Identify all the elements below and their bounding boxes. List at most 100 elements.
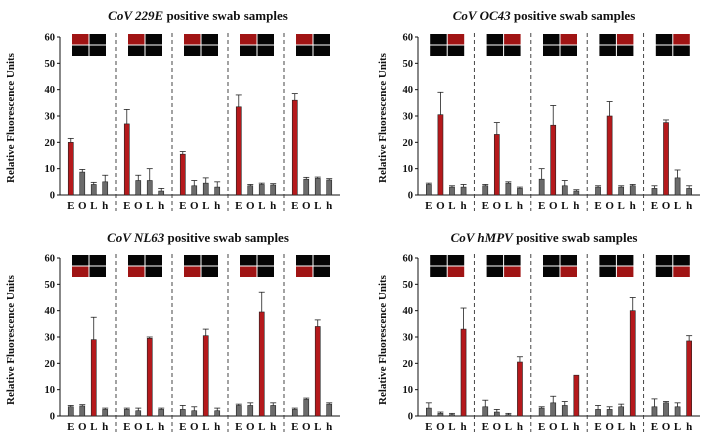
bar-control: [449, 186, 455, 196]
x-category-label: h: [102, 200, 108, 212]
inset-tile: [296, 45, 313, 56]
inset-tile: [543, 45, 560, 56]
x-category-label: h: [158, 200, 164, 212]
y-tick-label: 60: [403, 33, 414, 44]
bar-positive: [663, 122, 669, 196]
x-category-label: O: [662, 200, 671, 212]
panel-nl63: CoV NL63 positive swab samples Relative …: [5, 230, 340, 433]
bar-control: [505, 414, 512, 417]
x-category-label: E: [179, 421, 186, 433]
x-category-label: E: [482, 421, 489, 433]
bar-control: [67, 406, 74, 417]
y-tick-label: 60: [45, 254, 56, 265]
x-category-label: O: [78, 200, 87, 212]
inset-tile: [145, 34, 162, 45]
bar-control: [629, 185, 636, 196]
x-category-label: h: [517, 200, 523, 212]
bar-control: [674, 177, 681, 196]
bar-control: [214, 410, 221, 417]
bar-positive: [123, 123, 130, 196]
x-category-label: h: [460, 200, 466, 212]
bar-control: [561, 405, 568, 417]
inset-tile: [447, 255, 465, 266]
y-tick-label: 0: [408, 191, 413, 202]
inset-tile: [296, 255, 313, 266]
x-category-label: O: [134, 200, 143, 212]
y-axis-label: Relative Fluorescence Units: [377, 274, 389, 405]
y-tick-label: 20: [45, 138, 56, 149]
inset-tile: [543, 266, 560, 277]
bar-control: [426, 184, 432, 196]
inset-tile: [430, 45, 447, 56]
x-category-label: E: [291, 200, 298, 212]
x-category-label: L: [448, 200, 455, 212]
bar-positive: [573, 374, 580, 417]
inset-tile: [313, 266, 330, 277]
inset-tile: [543, 255, 560, 266]
x-category-label: O: [302, 200, 311, 212]
bar-control: [191, 185, 198, 196]
x-category-label: h: [270, 200, 276, 212]
x-category-label: E: [123, 200, 130, 212]
y-tick-label: 50: [45, 59, 56, 70]
y-tick-label: 40: [45, 306, 56, 317]
x-category-label: E: [538, 200, 545, 212]
inset-tile-positive: [184, 34, 201, 45]
bar-control: [618, 186, 625, 196]
y-tick-label: 10: [403, 164, 414, 175]
bar-positive: [67, 142, 74, 196]
bar-control: [90, 184, 97, 196]
inset-tile: [145, 266, 162, 277]
bar-control: [663, 402, 669, 417]
x-category-label: L: [202, 200, 209, 212]
inset-tile-positive: [673, 34, 690, 45]
panel-title: CoV 229E positive swab samples: [108, 8, 288, 23]
bar-control: [102, 409, 109, 417]
inset-tile: [145, 45, 162, 56]
bar-control: [595, 186, 601, 196]
y-tick-label: 0: [408, 412, 413, 423]
bar-control: [651, 188, 658, 196]
bar-positive: [606, 115, 613, 196]
bar-control: [595, 409, 601, 417]
x-category-label: O: [190, 200, 199, 212]
inset-tile: [89, 266, 106, 277]
x-category-label: L: [258, 421, 265, 433]
x-category-label: O: [78, 421, 87, 433]
x-category-label: L: [146, 421, 153, 433]
y-tick-label: 60: [45, 33, 56, 44]
y-tick-label: 20: [403, 138, 414, 149]
bar-control: [460, 186, 467, 196]
inset-tile: [184, 45, 201, 56]
bar-control: [326, 403, 333, 417]
y-tick-label: 20: [45, 359, 56, 370]
bar-control: [449, 414, 455, 417]
x-category-label: O: [436, 421, 445, 433]
panel-title-rest: positive swab samples: [513, 230, 638, 245]
x-category-label: O: [549, 200, 558, 212]
x-category-label: E: [123, 421, 130, 433]
bar-control: [674, 406, 681, 417]
inset-tile-positive: [504, 266, 521, 277]
x-category-label: L: [202, 421, 209, 433]
x-category-label: h: [517, 421, 523, 433]
x-category-label: O: [605, 200, 614, 212]
bar-control: [158, 409, 165, 417]
bar-control: [258, 184, 265, 196]
inset-tile: [257, 45, 274, 56]
x-category-label: E: [67, 200, 74, 212]
bar-control: [426, 407, 432, 417]
bar-control: [123, 409, 130, 417]
x-category-label: h: [630, 200, 636, 212]
x-category-label: O: [662, 421, 671, 433]
panel-title: CoV OC43 positive swab samples: [453, 8, 636, 23]
x-category-label: E: [594, 200, 601, 212]
inset-tile: [504, 255, 521, 266]
panel-oc43: CoV OC43 positive swab samples Relative …: [377, 8, 700, 212]
panel-title-italic: CoV NL63: [107, 230, 165, 245]
bar-positive: [314, 326, 321, 417]
bar-control: [135, 410, 142, 417]
inset-tile-positive: [72, 34, 89, 45]
x-category-label: h: [270, 421, 276, 433]
bar-positive: [146, 338, 153, 417]
